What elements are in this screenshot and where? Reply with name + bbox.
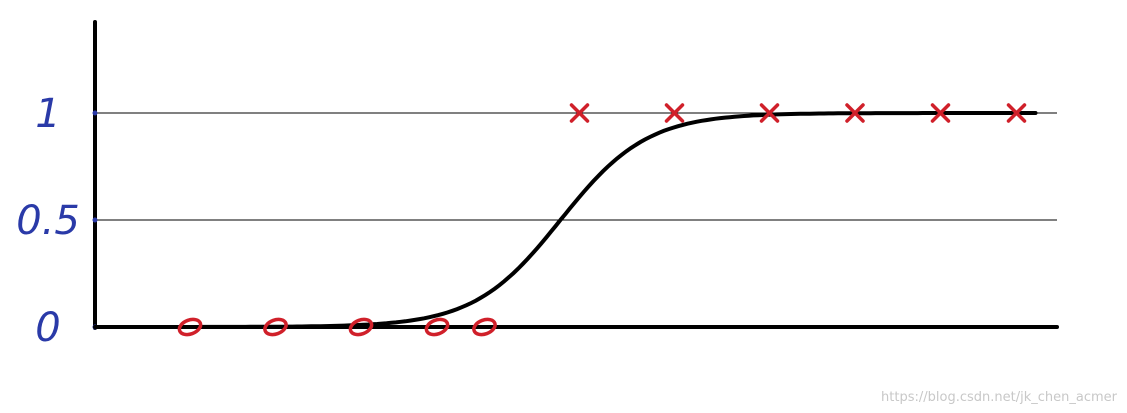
class-0-point-0 — [177, 317, 203, 337]
y-tick-mark-2 — [92, 110, 98, 116]
data-points — [177, 103, 1027, 337]
class-1-point-0 — [569, 103, 590, 123]
y-tick-labels: 00.51 — [16, 91, 98, 351]
y-tick-mark-1 — [92, 217, 98, 223]
class-1-point-2 — [759, 103, 780, 123]
y-tick-label-2: 1 — [35, 91, 60, 137]
class-0-point-1 — [263, 317, 288, 337]
class-1-point-3 — [845, 103, 865, 123]
class-0-point-2 — [348, 317, 374, 337]
watermark: https://blog.csdn.net/jk_chen_acmer — [881, 390, 1117, 405]
sigmoid-curve — [93, 111, 1038, 329]
class-0-point-4 — [472, 317, 497, 337]
class-1-point-1 — [664, 103, 685, 123]
class-1-point-5 — [1006, 103, 1027, 123]
class-1-point-4 — [930, 103, 951, 123]
y-tick-label-1: 0.5 — [16, 198, 80, 244]
class-0-point-3 — [424, 317, 450, 337]
y-tick-label-0: 0 — [35, 305, 60, 351]
